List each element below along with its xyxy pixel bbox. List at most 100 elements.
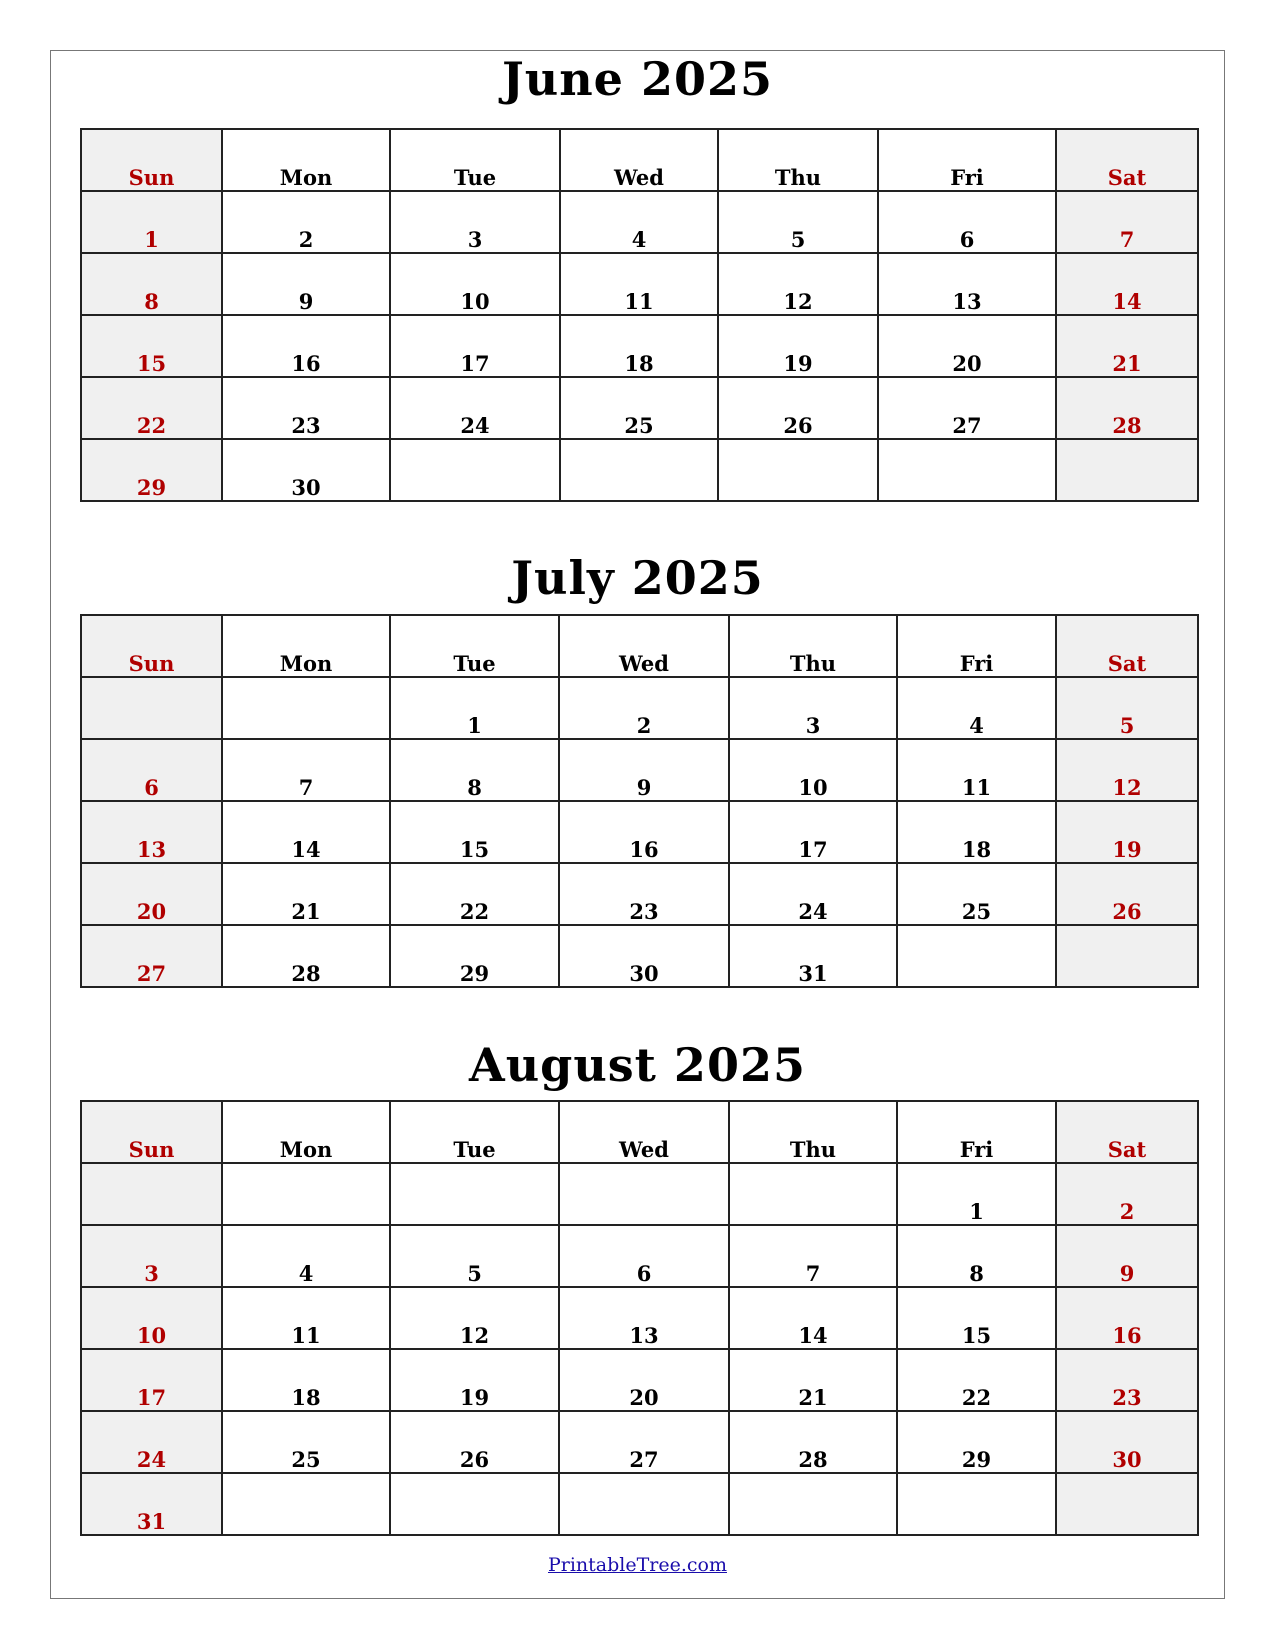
day-cell: 24 bbox=[389, 376, 561, 440]
day-cell: 4 bbox=[221, 1224, 391, 1288]
day-cell: 20 bbox=[877, 314, 1057, 378]
day-cell: 29 bbox=[80, 438, 223, 502]
day-cell: 10 bbox=[80, 1286, 223, 1350]
footer-link[interactable]: PrintableTree.com bbox=[547, 1554, 727, 1576]
day-cell: 24 bbox=[80, 1410, 223, 1474]
empty-cell bbox=[728, 1162, 898, 1226]
weekday-tue: Tue bbox=[389, 128, 561, 192]
day-cell: 31 bbox=[80, 1472, 223, 1536]
day-cell: 7 bbox=[1055, 190, 1199, 254]
week-row: 6 7 8 9 10 11 12 bbox=[80, 738, 1199, 802]
day-cell: 11 bbox=[559, 252, 719, 316]
weekday-header-row: Sun Mon Tue Wed Thu Fri Sat bbox=[80, 614, 1199, 678]
empty-cell bbox=[221, 1162, 391, 1226]
weekday-wed: Wed bbox=[558, 614, 730, 678]
day-cell: 1 bbox=[80, 190, 223, 254]
day-cell: 17 bbox=[80, 1348, 223, 1412]
day-cell: 15 bbox=[80, 314, 223, 378]
empty-cell bbox=[80, 676, 223, 740]
month-title-august: August 2025 bbox=[469, 1038, 806, 1092]
empty-cell bbox=[896, 1472, 1057, 1536]
empty-cell bbox=[717, 438, 879, 502]
day-cell: 20 bbox=[80, 862, 223, 926]
day-cell: 6 bbox=[80, 738, 223, 802]
day-cell: 13 bbox=[877, 252, 1057, 316]
day-cell: 2 bbox=[1055, 1162, 1199, 1226]
day-cell: 1 bbox=[896, 1162, 1057, 1226]
empty-cell bbox=[728, 1472, 898, 1536]
day-cell: 28 bbox=[1055, 376, 1199, 440]
weekday-thu: Thu bbox=[728, 1100, 898, 1164]
day-cell: 7 bbox=[728, 1224, 898, 1288]
weekday-wed: Wed bbox=[558, 1100, 730, 1164]
day-cell: 14 bbox=[221, 800, 391, 864]
day-cell: 3 bbox=[389, 190, 561, 254]
empty-cell bbox=[877, 438, 1057, 502]
page-border bbox=[50, 50, 1225, 1599]
weekday-sat: Sat bbox=[1055, 1100, 1199, 1164]
empty-cell bbox=[1055, 1472, 1199, 1536]
weekday-mon: Mon bbox=[221, 614, 391, 678]
day-cell: 23 bbox=[1055, 1348, 1199, 1412]
day-cell: 20 bbox=[558, 1348, 730, 1412]
weekday-thu: Thu bbox=[717, 128, 879, 192]
day-cell: 30 bbox=[558, 924, 730, 988]
calendar-june: Sun Mon Tue Wed Thu Fri Sat 1 2 3 4 5 6 7 8 9 10 11 12 13 14… bbox=[80, 128, 1199, 502]
day-cell: 26 bbox=[717, 376, 879, 440]
day-cell: 27 bbox=[80, 924, 223, 988]
weekday-thu: Thu bbox=[728, 614, 898, 678]
day-cell: 29 bbox=[896, 1410, 1057, 1474]
weekday-wed: Wed bbox=[559, 128, 719, 192]
weekday-sun: Sun bbox=[80, 1100, 223, 1164]
week-row: 15 16 17 18 19 20 21 bbox=[80, 314, 1199, 378]
day-cell: 9 bbox=[558, 738, 730, 802]
empty-cell bbox=[1055, 438, 1199, 502]
empty-cell bbox=[80, 1162, 223, 1226]
weekday-mon: Mon bbox=[221, 128, 391, 192]
day-cell: 27 bbox=[877, 376, 1057, 440]
day-cell: 3 bbox=[80, 1224, 223, 1288]
day-cell: 2 bbox=[221, 190, 391, 254]
day-cell: 25 bbox=[559, 376, 719, 440]
day-cell: 22 bbox=[389, 862, 560, 926]
day-cell: 18 bbox=[559, 314, 719, 378]
day-cell: 12 bbox=[1055, 738, 1199, 802]
day-cell: 9 bbox=[221, 252, 391, 316]
day-cell: 17 bbox=[728, 800, 898, 864]
weekday-tue: Tue bbox=[389, 614, 560, 678]
empty-cell bbox=[558, 1472, 730, 1536]
empty-cell bbox=[389, 438, 561, 502]
empty-cell bbox=[389, 1162, 560, 1226]
day-cell: 26 bbox=[389, 1410, 560, 1474]
week-row: 20 21 22 23 24 25 26 bbox=[80, 862, 1199, 926]
day-cell: 25 bbox=[221, 1410, 391, 1474]
footer: PrintableTree.com bbox=[0, 1554, 1275, 1576]
weekday-fri: Fri bbox=[877, 128, 1057, 192]
day-cell: 14 bbox=[1055, 252, 1199, 316]
day-cell: 5 bbox=[389, 1224, 560, 1288]
weekday-sat: Sat bbox=[1055, 614, 1199, 678]
day-cell: 18 bbox=[221, 1348, 391, 1412]
day-cell: 14 bbox=[728, 1286, 898, 1350]
day-cell: 5 bbox=[1055, 676, 1199, 740]
day-cell: 16 bbox=[221, 314, 391, 378]
day-cell: 5 bbox=[717, 190, 879, 254]
day-cell: 17 bbox=[389, 314, 561, 378]
weekday-header-row: Sun Mon Tue Wed Thu Fri Sat bbox=[80, 1100, 1199, 1164]
calendar-august: Sun Mon Tue Wed Thu Fri Sat 1 2 3 4 5 6 7 8 9 10 11 12 13 14… bbox=[80, 1100, 1199, 1536]
day-cell: 16 bbox=[558, 800, 730, 864]
weekday-sun: Sun bbox=[80, 614, 223, 678]
week-row: 31 bbox=[80, 1472, 1199, 1536]
day-cell: 1 bbox=[389, 676, 560, 740]
month-title-june: June 2025 bbox=[502, 52, 773, 106]
day-cell: 23 bbox=[558, 862, 730, 926]
day-cell: 29 bbox=[389, 924, 560, 988]
day-cell: 23 bbox=[221, 376, 391, 440]
day-cell: 27 bbox=[558, 1410, 730, 1474]
day-cell: 12 bbox=[717, 252, 879, 316]
week-row: 8 9 10 11 12 13 14 bbox=[80, 252, 1199, 316]
day-cell: 16 bbox=[1055, 1286, 1199, 1350]
day-cell: 31 bbox=[728, 924, 898, 988]
empty-cell bbox=[558, 1162, 730, 1226]
